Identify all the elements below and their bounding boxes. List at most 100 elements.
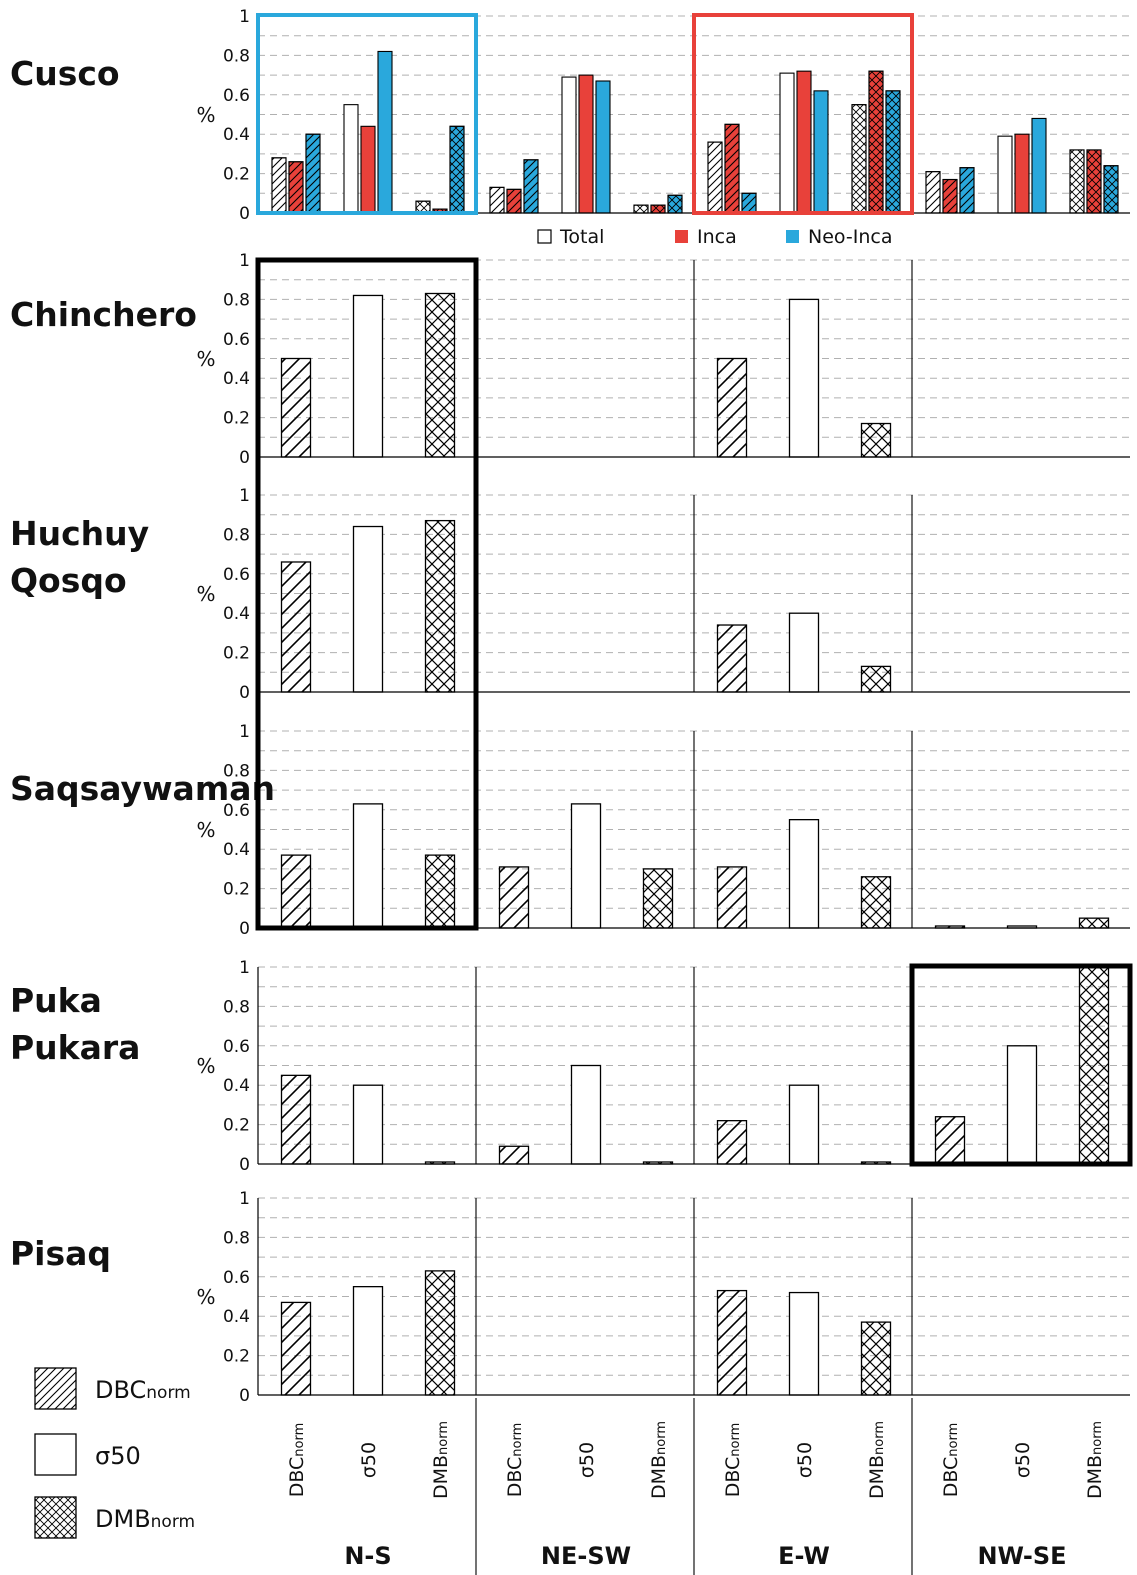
y-tick-label: 0.8 [223,1228,250,1248]
y-tick-label: 0 [239,1155,250,1175]
legend-swatch-inca [675,230,688,243]
bar-N-S-3 [424,519,456,693]
bar-NW-SE-2 [1006,1045,1038,1165]
y-tick-label: 0.4 [223,1307,250,1327]
x-category-label: DMBnorm [430,1421,452,1499]
highlight-box [256,13,478,215]
y-tick-label: 0.6 [223,801,250,821]
bar-E-W-3 [860,665,892,693]
bar-E-W-2 [788,1291,820,1396]
bar-E-W-1 [716,1289,748,1396]
x-category-sub: norm [1090,1421,1105,1455]
y-tick-label: 0.2 [223,880,250,900]
bar-E-W-2 [788,819,820,929]
y-axis-label: % [196,582,215,606]
bar-NW-SE-1 [934,1116,966,1165]
x-category-sub: norm [436,1421,451,1455]
y-tick-label: 0.6 [223,565,250,585]
direction-label: N-S [344,1542,391,1570]
pattern-legend-label: DBCnorm [95,1376,191,1404]
highlight-box-n-s [255,257,479,931]
bar-Inca [360,125,376,214]
bar-N-S-3 [424,1270,456,1396]
pattern-legend-swatch [34,1496,77,1539]
bar-pattern-Neo-Inca [523,159,539,214]
bar-E-W-3 [860,422,892,458]
legend-swatch-neo-inca [786,230,799,243]
y-tick-label: 1 [239,486,250,506]
bar-N-S-2 [352,1084,384,1165]
bar-pattern-Neo-Inca [449,125,465,214]
y-tick-label: 1 [239,251,250,271]
bar-N-S-2 [352,1286,384,1396]
labels: 0 0.2 0.4 0.6 0.8 1% Cusco 0 0.2 0.4 0.6 0.8 1% Chinc… [10,7,1106,1570]
gridlines [258,15,1130,1376]
x-category-sub: norm [728,1423,743,1457]
y-tick-label: 0.8 [223,525,250,545]
y-tick-label: 1 [239,958,250,978]
bar-N-S-2 [352,525,384,693]
bar-pattern-Inca [942,178,958,214]
bar-NE-SW-1 [498,1145,530,1165]
direction-label: E-W [778,1542,830,1570]
bar-NW-SE-3 [1078,966,1110,1165]
x-category-base: DBC [286,1457,308,1498]
bar-Total [561,76,577,214]
highlight-box [692,13,914,215]
bar-pattern-Total [489,186,505,214]
y-axis-label: % [196,103,215,127]
y-tick-label: 0.4 [223,369,250,389]
x-category-base: DBC [504,1457,526,1498]
bar-Inca [578,74,594,214]
y-tick-label: 0.4 [223,1076,250,1096]
site-label: Pisaq [10,1234,111,1273]
x-category-base: σ50 [794,1442,816,1478]
x-category-label: DBCnorm [286,1423,308,1498]
bar-pattern-Inca [724,123,740,214]
y-tick-label: 1 [239,7,250,27]
bar-Inca [796,70,812,214]
y-tick-label: 0 [239,919,250,939]
bar-N-S-1 [280,854,312,929]
bar-pattern-Total [925,171,941,214]
direction-label: NE-SW [541,1542,631,1570]
y-tick-label: 0.2 [223,1347,250,1367]
x-category-label: σ50 [358,1442,380,1478]
y-tick-label: 0.8 [223,761,250,781]
bar-N-S-3 [424,292,456,458]
x-category-sub: norm [292,1423,307,1457]
bar-Total [343,104,359,214]
bar-Total [997,135,1013,214]
y-tick-label: 0.2 [223,1116,250,1136]
x-category-label: DMBnorm [1084,1421,1106,1499]
legend-label: Total [559,226,604,248]
bar-E-W-3 [860,876,892,929]
y-tick-label: 0.6 [223,1037,250,1057]
bar-E-W-1 [716,624,748,693]
pattern-legend-base: DMB [95,1505,151,1533]
pattern-legend-label: σ50 [95,1442,141,1470]
pattern-legend-label: DMBnorm [95,1505,195,1533]
bar-NE-SW-2 [570,803,602,929]
y-tick-label: 0 [239,448,250,468]
x-category-base: σ50 [358,1442,380,1478]
y-tick-label: 0.8 [223,997,250,1017]
bar-pattern-Neo-Inca [959,167,975,214]
bar-N-S-1 [280,357,312,458]
bar-NE-SW-1 [498,866,530,929]
y-tick-label: 1 [239,1189,250,1209]
x-category-label: σ50 [1012,1442,1034,1478]
highlight-boxes [255,13,1133,1167]
bar-E-W-2 [788,298,820,458]
y-tick-label: 0.8 [223,290,250,310]
y-tick-label: 0.8 [223,46,250,66]
bar-Neo-Inca [595,80,611,214]
bar-pattern-Neo-Inca [305,133,321,214]
y-tick-label: 0.2 [223,165,250,185]
y-tick-label: 0 [239,1386,250,1406]
site-label: Qosqo [10,561,127,600]
bar-pattern-Inca [1086,149,1102,214]
bar-Neo-Inca [377,50,393,214]
bar-N-S-1 [280,1074,312,1165]
